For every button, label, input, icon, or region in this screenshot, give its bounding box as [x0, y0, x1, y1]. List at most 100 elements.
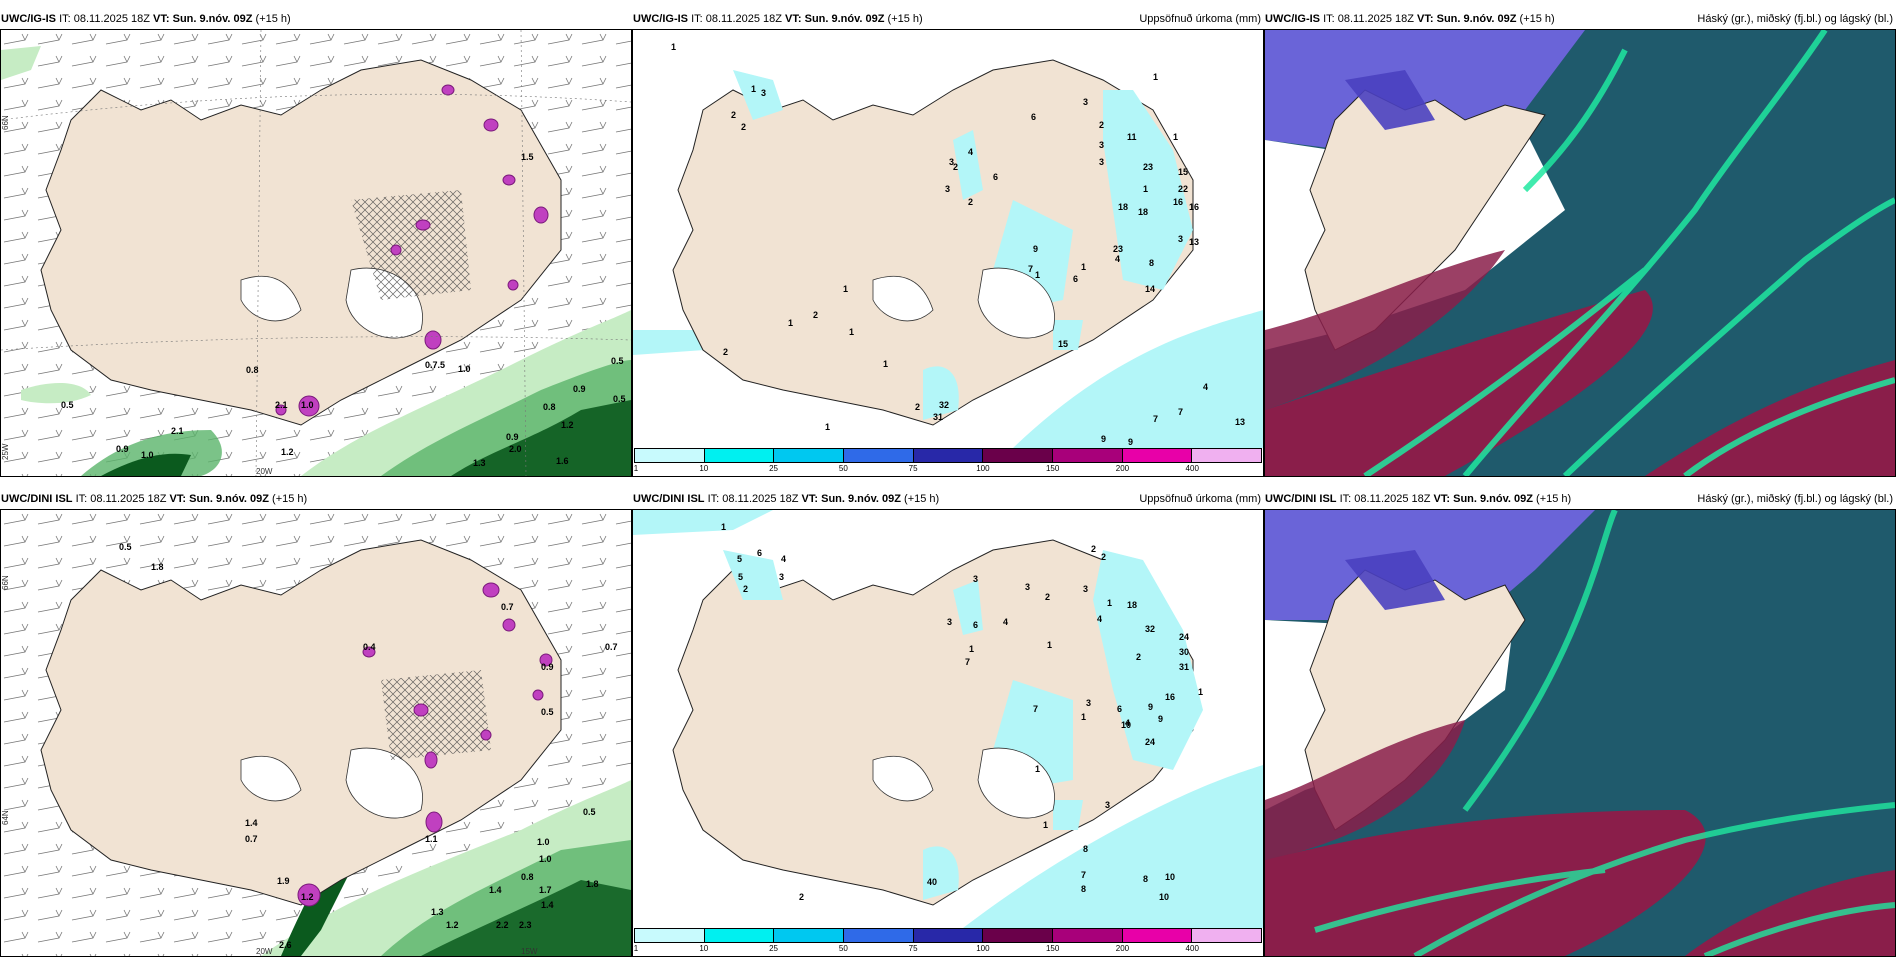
precip-labels: 1 1 3 2 2 2 3 4 6 3 2 6 3 1 2 11 1 3 3 2…: [671, 42, 1245, 447]
panel-title: Háský (gr.), miðský (fj.bl.) og lágský (…: [1697, 13, 1893, 25]
value-label: 1.5: [521, 152, 534, 162]
value-label: 3: [1086, 698, 1091, 708]
value-label: 2: [1099, 120, 1104, 130]
value-label: 3: [1099, 140, 1104, 150]
value-label: 15: [1178, 167, 1188, 177]
value-label: 1.9: [277, 876, 290, 886]
value-label: 11: [1127, 132, 1137, 142]
model-name: UWC/IG-IS: [1, 13, 56, 25]
value-label: 4: [1097, 614, 1102, 624]
map-frame: 1 1 3 2 2 2 3 4 6 3 2 6 3 1 2 11 1 3 3 2…: [632, 29, 1264, 477]
value-label: 0.5: [61, 400, 74, 410]
model-name: UWC/DINI ISL: [633, 493, 705, 505]
panel-header: UWC/IG-IS IT: 08.11.2025 18Z VT: Sun. 9.…: [633, 12, 1263, 28]
value-label: 3: [945, 184, 950, 194]
value-label: 1: [969, 644, 974, 654]
colorbar-swatch: [913, 449, 984, 462]
value-label: 1.8: [586, 879, 599, 889]
value-label: 15: [1058, 339, 1068, 349]
value-label: 0.9: [573, 384, 586, 394]
value-label: 1: [1047, 640, 1052, 650]
map-frame: [1264, 509, 1896, 957]
value-label: 3: [947, 617, 952, 627]
colorbar-swatch: [844, 449, 914, 462]
valid-time: Sun. 9.nóv. 09Z: [189, 493, 269, 505]
value-label: 1.7: [539, 885, 552, 895]
valid-time: Sun. 9.nóv. 09Z: [821, 493, 901, 505]
value-label: 3: [779, 572, 784, 582]
colorbar-tick: 1: [633, 944, 639, 953]
value-label: 0.4: [363, 642, 376, 652]
value-label: 2: [1101, 552, 1106, 562]
value-label: 2: [743, 584, 748, 594]
value-label: 2.0: [509, 444, 522, 454]
value-label: 31: [1179, 662, 1189, 672]
value-label: 7: [1028, 264, 1033, 274]
colorbar-tick: 400: [1185, 944, 1199, 953]
init-time: IT: 08.11.2025 18Z: [691, 13, 782, 25]
panel-ig-wind: UWC/IG-IS IT: 08.11.2025 18Z VT: Sun. 9.…: [0, 12, 632, 482]
value-label: 4: [1203, 382, 1208, 392]
value-label: 3: [1099, 157, 1104, 167]
panel-title: Uppsöfnuð úrkoma (mm): [1139, 493, 1261, 505]
map-frame: 66N 20W 25W 0.5 1.5 0.8 0.7.5 1.0 0.5 0.…: [0, 29, 632, 477]
value-label: 1: [883, 359, 888, 369]
vt-label: VT:: [785, 13, 802, 25]
value-label: 1: [1043, 820, 1048, 830]
value-label: 4: [968, 147, 973, 157]
value-label: 9: [1148, 702, 1153, 712]
value-label: 2.1: [275, 400, 288, 410]
value-label: 1: [825, 422, 830, 432]
snow-areas: [275, 84, 549, 417]
colorbar-ticks: 1 10 25 50 75 100 150 200 400: [634, 464, 1262, 476]
colorbar-swatch: [1192, 929, 1262, 942]
colorbar-tick: 50: [838, 464, 848, 473]
value-label: 32: [1145, 624, 1155, 634]
value-label: 23: [1113, 244, 1123, 254]
lon-label: 20W: [256, 467, 273, 476]
value-label: 2.3: [519, 920, 532, 930]
wind-labels: 0.5 1.8 0.7 0.4 0.9 0.5 0.7 1.4 0.7 1.1 …: [119, 542, 618, 950]
value-label: 4: [1125, 718, 1130, 728]
value-label: 3: [973, 574, 978, 584]
value-label: 4: [1003, 617, 1008, 627]
value-label: 0.5: [119, 542, 132, 552]
value-label: 1: [788, 318, 793, 328]
value-label: 2: [953, 162, 958, 172]
colorbar-swatch: [1122, 449, 1193, 462]
value-label: 0.7: [501, 602, 514, 612]
lon-label: 15W: [521, 947, 538, 956]
value-label: 1.2: [281, 447, 294, 457]
value-label: 2: [968, 197, 973, 207]
value-label: 32: [939, 400, 949, 410]
colorbar-tick: 150: [1045, 944, 1060, 953]
value-label: 30: [1179, 647, 1189, 657]
value-label: 1.3: [473, 458, 486, 468]
value-label: 3: [949, 157, 954, 167]
value-label: 31: [933, 412, 943, 422]
value-label: 1.4: [489, 885, 502, 895]
panel-title: Háský (gr.), miðský (fj.bl.) og lágský (…: [1697, 493, 1893, 505]
value-label: 2: [799, 892, 804, 902]
lat-label: 66N: [1, 575, 10, 590]
vt-label: VT:: [153, 13, 170, 25]
value-label: 2: [1136, 652, 1141, 662]
snow-areas: [297, 582, 553, 907]
lat-label: 66N: [1, 115, 10, 130]
colorbar-swatch: [844, 929, 914, 942]
value-label: 1: [849, 327, 854, 337]
cloud-edges: [1314, 510, 1895, 956]
value-label: 7: [1153, 414, 1158, 424]
model-name: UWC/IG-IS: [1265, 13, 1320, 25]
value-label: 10: [1121, 720, 1131, 730]
value-label: 0.5: [583, 807, 596, 817]
value-label: 1: [1081, 262, 1086, 272]
value-label: 23: [1143, 162, 1153, 172]
model-name: UWC/DINI ISL: [1265, 493, 1337, 505]
value-label: 3: [1083, 584, 1088, 594]
precip-map: 1 5 6 5 3 2 4 3 3 6 4 1 7 1 3 2 2 3 1 4: [633, 510, 1263, 928]
value-label: 1.3: [431, 907, 444, 917]
value-label: 1.4: [541, 900, 554, 910]
value-label: 18: [1138, 207, 1148, 217]
value-label: 1.1: [425, 834, 438, 844]
